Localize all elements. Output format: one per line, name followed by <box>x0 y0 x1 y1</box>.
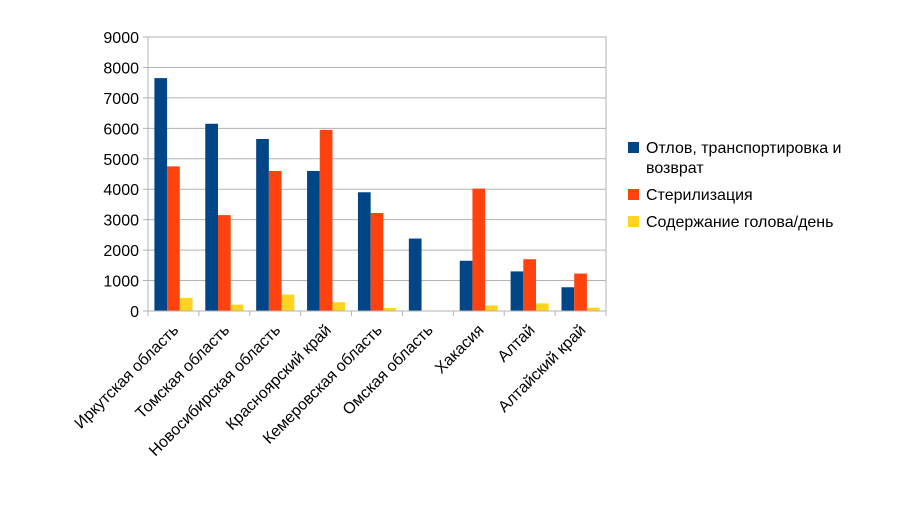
y-tick-label: 9000 <box>103 30 139 47</box>
y-tick-label: 6000 <box>103 121 139 138</box>
bar-содержание-голова-день-алтайский-край <box>586 307 600 311</box>
y-tick-label: 2000 <box>103 243 139 260</box>
bar-отлов-транспортировка-и-возврат-хакасия <box>459 260 473 311</box>
y-tick-labels: 0 1000 2000 3000 4000 5000 6000 7000 8000 9000 <box>103 30 139 321</box>
bar-содержание-голова-день-кемеровская-область <box>383 307 397 311</box>
bar-стерилизация-кемеровская-область <box>370 212 384 311</box>
bar-отлов-транспортировка-и-возврат-алтай <box>510 271 524 311</box>
bar-стерилизация-хакасия <box>472 188 486 311</box>
bar-отлов-транспортировка-и-возврат-алтайский-край <box>561 287 575 311</box>
y-tick-label: 8000 <box>103 60 139 77</box>
legend-swatch-содержание-голова-день <box>628 216 639 227</box>
bar-отлов-транспортировка-и-возврат-новосибирская-область <box>256 138 269 311</box>
bar-отлов-транспортировка-и-возврат-томская-область <box>205 123 218 312</box>
y-tick-label: 5000 <box>103 152 139 169</box>
bar-содержание-голова-день-иркутская-область <box>179 297 193 311</box>
legend-label: Отлов, транспортировка и <box>646 140 842 157</box>
y-tick-label: 1000 <box>103 274 139 291</box>
bar-отлов-транспортировка-и-возврат-омская-область <box>408 238 422 311</box>
y-tick-label: 3000 <box>103 213 139 230</box>
y-tick-label: 4000 <box>103 182 139 199</box>
legend: Отлов, транспортировка и возврат Стерилиза… <box>628 140 842 231</box>
x-tick-label: Хакасия <box>432 322 487 377</box>
y-tick-label: 0 <box>130 304 139 321</box>
bar-отлов-транспортировка-и-возврат-красноярский-край <box>307 170 320 311</box>
plot-frame <box>147 36 607 312</box>
legend-swatch-стерилизация <box>628 189 639 200</box>
y-tick-label: 7000 <box>103 91 139 108</box>
bar-стерилизация-новосибирская-область <box>268 170 282 311</box>
axes <box>143 36 607 316</box>
bar-стерилизация-иркутская-область <box>167 166 180 311</box>
legend-label: возврат <box>646 160 704 177</box>
x-tick-label: Алтайский край <box>495 322 589 416</box>
bar-содержание-голова-день-алтай <box>536 303 549 311</box>
legend-label: Стерилизация <box>646 187 753 204</box>
legend-label: Содержание голова/день <box>646 214 833 231</box>
bar-содержание-голова-день-новосибирская-область <box>281 294 295 311</box>
x-tick-label: Алтай <box>495 322 539 366</box>
bar-стерилизация-красноярский-край <box>319 129 333 311</box>
bar-содержание-голова-день-хакасия <box>485 305 498 311</box>
bar-стерилизация-алтай <box>523 259 537 311</box>
bars <box>154 78 600 312</box>
x-tick-label: Омская область <box>340 322 437 419</box>
bar-содержание-голова-день-красноярский-край <box>332 302 346 311</box>
x-tick-label: Томская область <box>133 322 233 422</box>
legend-swatch-отлов-транспортировка-и-возврат <box>628 142 639 153</box>
bar-стерилизация-алтайский-край <box>574 273 587 311</box>
bar-отлов-транспортировка-и-возврат-иркутская-область <box>154 78 168 311</box>
bar-содержание-голова-день-томская-область <box>230 304 244 311</box>
bar-отлов-транспортировка-и-возврат-кемеровская-область <box>357 192 371 311</box>
bar-стерилизация-томская-область <box>217 215 231 311</box>
